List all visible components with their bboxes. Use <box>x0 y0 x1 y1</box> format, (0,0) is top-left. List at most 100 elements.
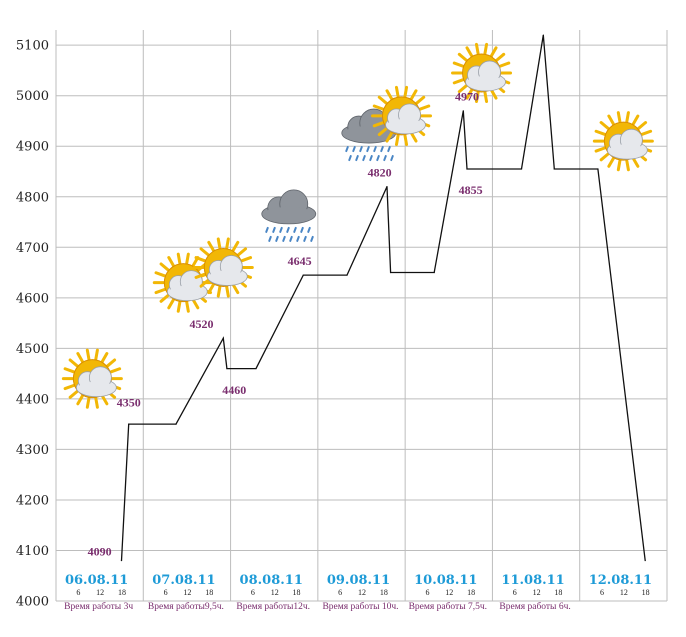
sun-rays <box>371 85 433 146</box>
altitude-line <box>120 34 646 562</box>
cloud <box>206 255 248 286</box>
sun-ray <box>410 89 418 101</box>
work-time-label: Время работы 10ч. <box>322 601 398 612</box>
sun-ray <box>631 156 640 168</box>
y-tick-label: 4100 <box>16 544 49 559</box>
sun-ray <box>607 114 615 126</box>
cloud-part <box>208 270 247 285</box>
hour-tick-label: 18 <box>118 588 126 597</box>
sun-ray <box>231 283 240 295</box>
sun-ray <box>403 134 409 146</box>
sun-cloud-icon <box>371 85 433 146</box>
sun-ray <box>240 256 253 263</box>
sun-ray <box>394 85 400 98</box>
rain-drop <box>362 155 366 162</box>
y-tick-label: 5000 <box>16 89 49 104</box>
day-label: 08.08.11 <box>240 573 303 588</box>
sun-ray <box>599 152 610 162</box>
hour-tick-label: 6 <box>251 588 255 597</box>
cloud <box>166 270 208 302</box>
sun-ray <box>154 287 166 295</box>
data-point <box>128 423 130 425</box>
hour-tick-label: 6 <box>600 588 604 597</box>
sun-ray <box>410 131 418 143</box>
sun-ray <box>377 127 388 137</box>
sun-rays <box>192 237 254 298</box>
sun-ray <box>607 156 615 168</box>
rain-drop <box>352 146 356 153</box>
y-tick-label: 4700 <box>16 241 49 256</box>
sun-ray <box>167 256 175 267</box>
sun-ray <box>403 85 409 98</box>
day-label: 07.08.11 <box>152 573 215 588</box>
sun-ray <box>159 294 170 303</box>
altitude-polyline <box>120 34 646 561</box>
sun-ray <box>625 159 630 172</box>
sun-ray <box>483 91 489 104</box>
hour-tick-label: 18 <box>293 588 301 597</box>
data-point <box>520 168 523 170</box>
rain-drop <box>387 146 391 153</box>
sun-ray <box>385 131 394 143</box>
rain-drop <box>390 155 394 162</box>
sun-ray <box>63 367 76 374</box>
sun-ray <box>495 52 506 62</box>
sun-ray <box>616 159 622 172</box>
rain-cloud-icon <box>341 108 397 162</box>
sun-ray <box>76 394 84 406</box>
sun-cloud-icon <box>61 348 123 409</box>
sun-ray <box>194 272 207 279</box>
sun-ray <box>185 252 190 265</box>
y-tick-label: 4400 <box>16 392 49 407</box>
sun-ray <box>176 252 182 265</box>
data-point <box>597 168 599 170</box>
sun-ray <box>194 256 207 263</box>
y-tick-label: 4600 <box>16 291 49 306</box>
hour-tick-label: 12 <box>445 588 453 597</box>
rain-drop <box>369 155 373 162</box>
sun-ray <box>63 384 76 391</box>
sun-ray <box>167 298 175 310</box>
sun-ray <box>498 61 511 68</box>
y-tick-label: 4500 <box>16 342 49 357</box>
hour-tick-label: 12 <box>96 588 104 597</box>
sun-ray <box>68 390 79 399</box>
rain-drop <box>373 146 377 153</box>
grid <box>55 30 668 602</box>
rain-drop <box>279 226 283 233</box>
rain-drop <box>380 146 384 153</box>
sun-ray <box>154 271 166 278</box>
sun-ray <box>637 121 648 130</box>
sun-ray <box>394 134 400 146</box>
sun-ray <box>474 91 480 104</box>
y-tick-label: 4200 <box>16 493 49 508</box>
sun-ray <box>231 240 240 252</box>
data-point <box>644 559 646 562</box>
weather-icons <box>61 42 654 409</box>
rain-cloud-icon <box>261 189 317 242</box>
value-label: 4645 <box>288 254 312 268</box>
sun-ray <box>159 262 170 272</box>
value-label: 4090 <box>88 545 112 559</box>
y-tick-label: 5100 <box>16 39 49 54</box>
hour-tick-label: 6 <box>76 588 80 597</box>
sun-ray <box>465 88 474 100</box>
data-point <box>120 559 123 562</box>
data-point <box>389 271 392 274</box>
data-point <box>542 34 544 36</box>
data-point <box>175 423 177 425</box>
rain-cloud <box>261 189 317 225</box>
sun-rays <box>451 42 513 104</box>
rain-drop <box>293 226 297 233</box>
y-axis-ticks: 4000 4100 4200 4300 4400 4500 4600 4700 4800 4900… <box>16 39 49 610</box>
sun-ray <box>616 111 622 123</box>
hour-tick-label: 6 <box>513 588 517 597</box>
sun-ray <box>216 285 222 298</box>
rain-drop <box>289 235 293 242</box>
rain-drops <box>265 226 314 242</box>
y-tick-label: 4800 <box>16 190 49 205</box>
hour-tick-label: 6 <box>425 588 429 597</box>
sun-ray <box>207 283 215 295</box>
hour-tick-label: 12 <box>358 588 366 597</box>
